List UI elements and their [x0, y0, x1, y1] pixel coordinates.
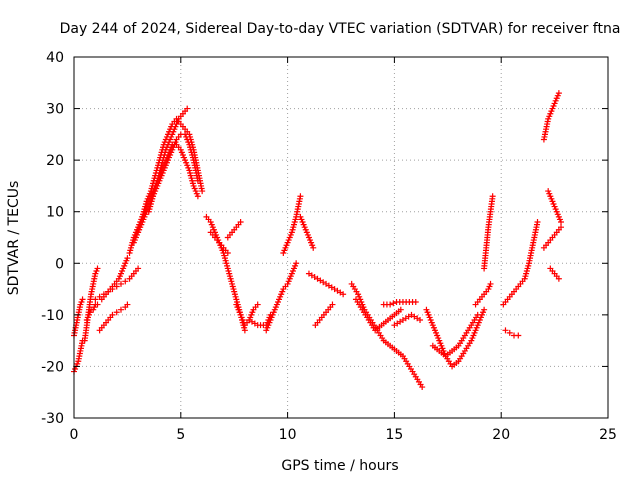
data-point [329, 301, 336, 308]
data-point [487, 280, 494, 287]
series-d [83, 301, 101, 324]
data-point [94, 265, 101, 272]
data-point [417, 317, 424, 324]
data-point [534, 219, 541, 226]
y-tick-label: -20 [41, 359, 64, 375]
series-dd [500, 219, 541, 308]
series-ii [547, 265, 562, 282]
series-gg [540, 224, 565, 251]
data-point [555, 90, 562, 97]
series-y [391, 311, 424, 329]
y-tick-label: 30 [46, 102, 64, 118]
data-point [387, 301, 394, 308]
data-point [237, 219, 244, 226]
data-point [297, 193, 304, 200]
series-s [297, 213, 317, 251]
x-tick-label: 0 [70, 427, 79, 443]
y-tick-label: 20 [46, 153, 64, 169]
data-point [92, 296, 99, 303]
y-tick-label: 10 [46, 205, 64, 221]
data-point [194, 193, 201, 200]
data-point [184, 105, 191, 112]
data-point [390, 300, 397, 307]
data-point [117, 280, 124, 287]
data-point [109, 311, 116, 318]
data-point [241, 327, 248, 334]
x-tick-label: 5 [176, 427, 185, 443]
series-t [312, 301, 336, 329]
series-hh [545, 188, 565, 226]
data-point [340, 291, 347, 298]
data-point [558, 224, 565, 231]
y-tick-label: -10 [41, 308, 64, 324]
series-k [145, 105, 191, 215]
x-axis-label: GPS time / hours [281, 458, 398, 474]
series-x [380, 298, 419, 308]
series-bb [472, 280, 494, 308]
data-point [199, 188, 206, 195]
series-ee [502, 327, 522, 339]
plot-frame [73, 56, 609, 419]
series-w [352, 296, 404, 334]
data-point [124, 255, 131, 262]
data-point [122, 278, 129, 285]
y-tick-label: -30 [41, 411, 64, 427]
y-axis-label: SDTVAR / TECUs [6, 181, 22, 296]
series-e [96, 301, 131, 334]
data-point [555, 275, 562, 282]
y-tick-label: 40 [46, 50, 64, 66]
series-ff [540, 90, 562, 143]
data-point [124, 301, 131, 308]
series-z [423, 306, 488, 370]
chart-title: Day 244 of 2024, Sidereal Day-to-day VTE… [60, 21, 621, 37]
series-aa [429, 311, 481, 360]
data-point [515, 332, 522, 339]
series-cc [481, 193, 496, 272]
data-point [558, 219, 565, 226]
series-r [280, 193, 304, 256]
data-point [412, 298, 419, 305]
x-tick-label: 25 [599, 427, 617, 443]
data-point [79, 296, 86, 303]
x-tick-label: 15 [385, 427, 403, 443]
data-point [94, 301, 101, 308]
series-o [233, 301, 261, 329]
data-point [502, 327, 509, 334]
data-points [71, 90, 565, 391]
series-u [305, 270, 347, 298]
data-point [310, 244, 317, 251]
x-tick-label: 20 [492, 427, 510, 443]
data-point [113, 309, 120, 316]
data-point [474, 311, 481, 318]
series-g [98, 255, 131, 303]
grid [74, 57, 608, 418]
series-n [224, 219, 244, 241]
data-point [397, 306, 404, 313]
data-point [419, 384, 426, 391]
y-tick-label: 0 [55, 256, 64, 272]
series-q [263, 260, 300, 334]
data-point [489, 193, 496, 200]
data-point [135, 265, 142, 272]
data-point [481, 306, 488, 313]
data-point [254, 301, 261, 308]
data-point [293, 260, 300, 267]
data-point [117, 306, 124, 313]
axis-ticks: 0 5 10 15 20 25 -30 -20 -10 0 10 20 30 40 [41, 50, 617, 443]
data-point [506, 329, 513, 336]
x-tick-label: 10 [279, 427, 297, 443]
